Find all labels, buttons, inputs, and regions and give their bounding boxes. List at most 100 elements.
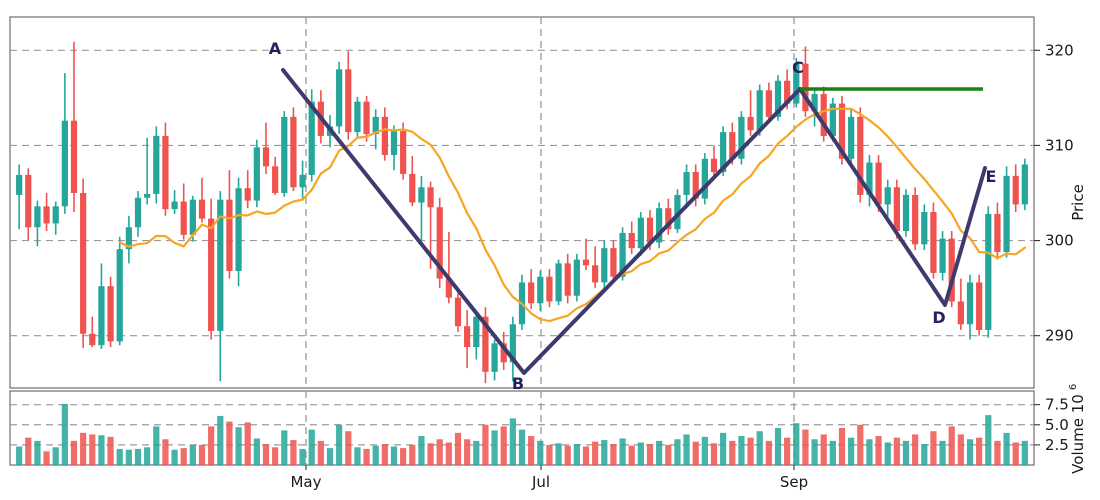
volume-bar (107, 436, 114, 465)
candle-body (729, 132, 736, 159)
volume-bar (52, 447, 59, 465)
candle-body (1012, 175, 1019, 205)
volume-bar (482, 424, 489, 465)
candle-body (701, 158, 708, 199)
candle-body (1003, 175, 1010, 252)
candle-body (866, 162, 873, 195)
volume-bar (637, 442, 644, 465)
candle-body (464, 326, 471, 348)
candle-body (811, 94, 818, 112)
volume-bar (866, 439, 873, 465)
candle-body (793, 63, 800, 104)
volume-bar (500, 426, 507, 465)
candle-body (610, 248, 617, 277)
candle-body (692, 172, 699, 199)
volume-bar (811, 439, 818, 465)
volume-bar (491, 430, 498, 465)
volume-bar (180, 448, 187, 465)
candle-body (509, 324, 516, 363)
volume-bar (546, 444, 553, 465)
candle-body (262, 147, 270, 167)
volume-bar (646, 444, 654, 465)
candle-body (482, 316, 489, 372)
candle-body (500, 343, 507, 363)
candle-body (930, 212, 937, 273)
candle-body (637, 217, 644, 249)
volume-bar (875, 436, 882, 465)
volume-bar (793, 423, 800, 465)
candle-body (235, 188, 242, 271)
volume-bar (445, 442, 452, 465)
volume-bar (976, 437, 983, 465)
volume-bar (98, 435, 105, 465)
candle-body (747, 116, 754, 131)
volume-bar (390, 446, 398, 465)
volume-bar (528, 436, 535, 465)
volume-bar (784, 437, 791, 465)
candle-body (70, 120, 78, 193)
candle-body (939, 238, 946, 273)
volume-tick-label: 2.5 (1045, 436, 1069, 454)
candle-body (400, 131, 407, 174)
volume-bar (912, 434, 919, 465)
candle-body (25, 174, 32, 228)
volume-bar (253, 438, 260, 465)
volume-bar (189, 444, 196, 465)
pivot-label-b: B (512, 374, 524, 393)
volume-bar (747, 437, 754, 465)
candle-body (52, 206, 59, 224)
candle-body (893, 187, 900, 232)
volume-bar (25, 437, 32, 465)
volume-bar (564, 445, 571, 465)
volume-bar (354, 447, 361, 465)
candle-body (390, 131, 398, 155)
candle-body (80, 192, 87, 334)
volume-bar (436, 439, 443, 465)
volume-bar (308, 429, 315, 465)
volume-bar (336, 424, 343, 465)
volume-bar (921, 444, 928, 465)
candle-body (354, 101, 361, 133)
volume-bar (601, 440, 608, 465)
candle-body (976, 282, 983, 330)
volume-bar (89, 434, 96, 465)
volume-bar (665, 444, 672, 465)
volume-bar (1012, 442, 1019, 465)
volume-bar (930, 431, 937, 465)
candle-body (646, 217, 654, 243)
volume-bar (262, 444, 270, 465)
volume-bar (34, 440, 41, 465)
volume-bar (372, 445, 379, 465)
volume-bar (244, 422, 251, 465)
candle-body (820, 94, 827, 136)
candle-body (153, 135, 160, 194)
candle-body (994, 213, 1001, 252)
volume-bar (162, 439, 169, 465)
candle-body (985, 213, 992, 330)
candle-body (628, 232, 635, 249)
volume-bar (125, 449, 132, 465)
candle-body (445, 278, 452, 298)
annotation-layer: A B C D E (269, 39, 997, 393)
volume-bar (70, 440, 78, 465)
candle-body (473, 316, 480, 348)
volume-bar (628, 445, 635, 465)
pivot-label-c: C (792, 58, 804, 77)
volume-bar (381, 444, 388, 465)
volume-bar (281, 430, 288, 465)
candle-body (720, 132, 727, 173)
candle-body (272, 166, 279, 193)
pivot-label-d: D (932, 308, 945, 327)
volume-bar (80, 432, 87, 465)
volume-bar (537, 440, 544, 465)
axis-layer: 320 310 300 290 7.5 5.0 2.5 May Jul Sep Price Volum… (290, 41, 1087, 491)
svg-text:Volume 10: Volume 10 (1069, 394, 1087, 474)
price-tick-label: 300 (1045, 232, 1074, 250)
candle-body (683, 172, 690, 195)
candle-body (290, 116, 297, 188)
candle-body (765, 90, 772, 117)
volume-bar (299, 448, 306, 465)
candle-body (582, 259, 590, 266)
volume-bar (509, 418, 516, 465)
